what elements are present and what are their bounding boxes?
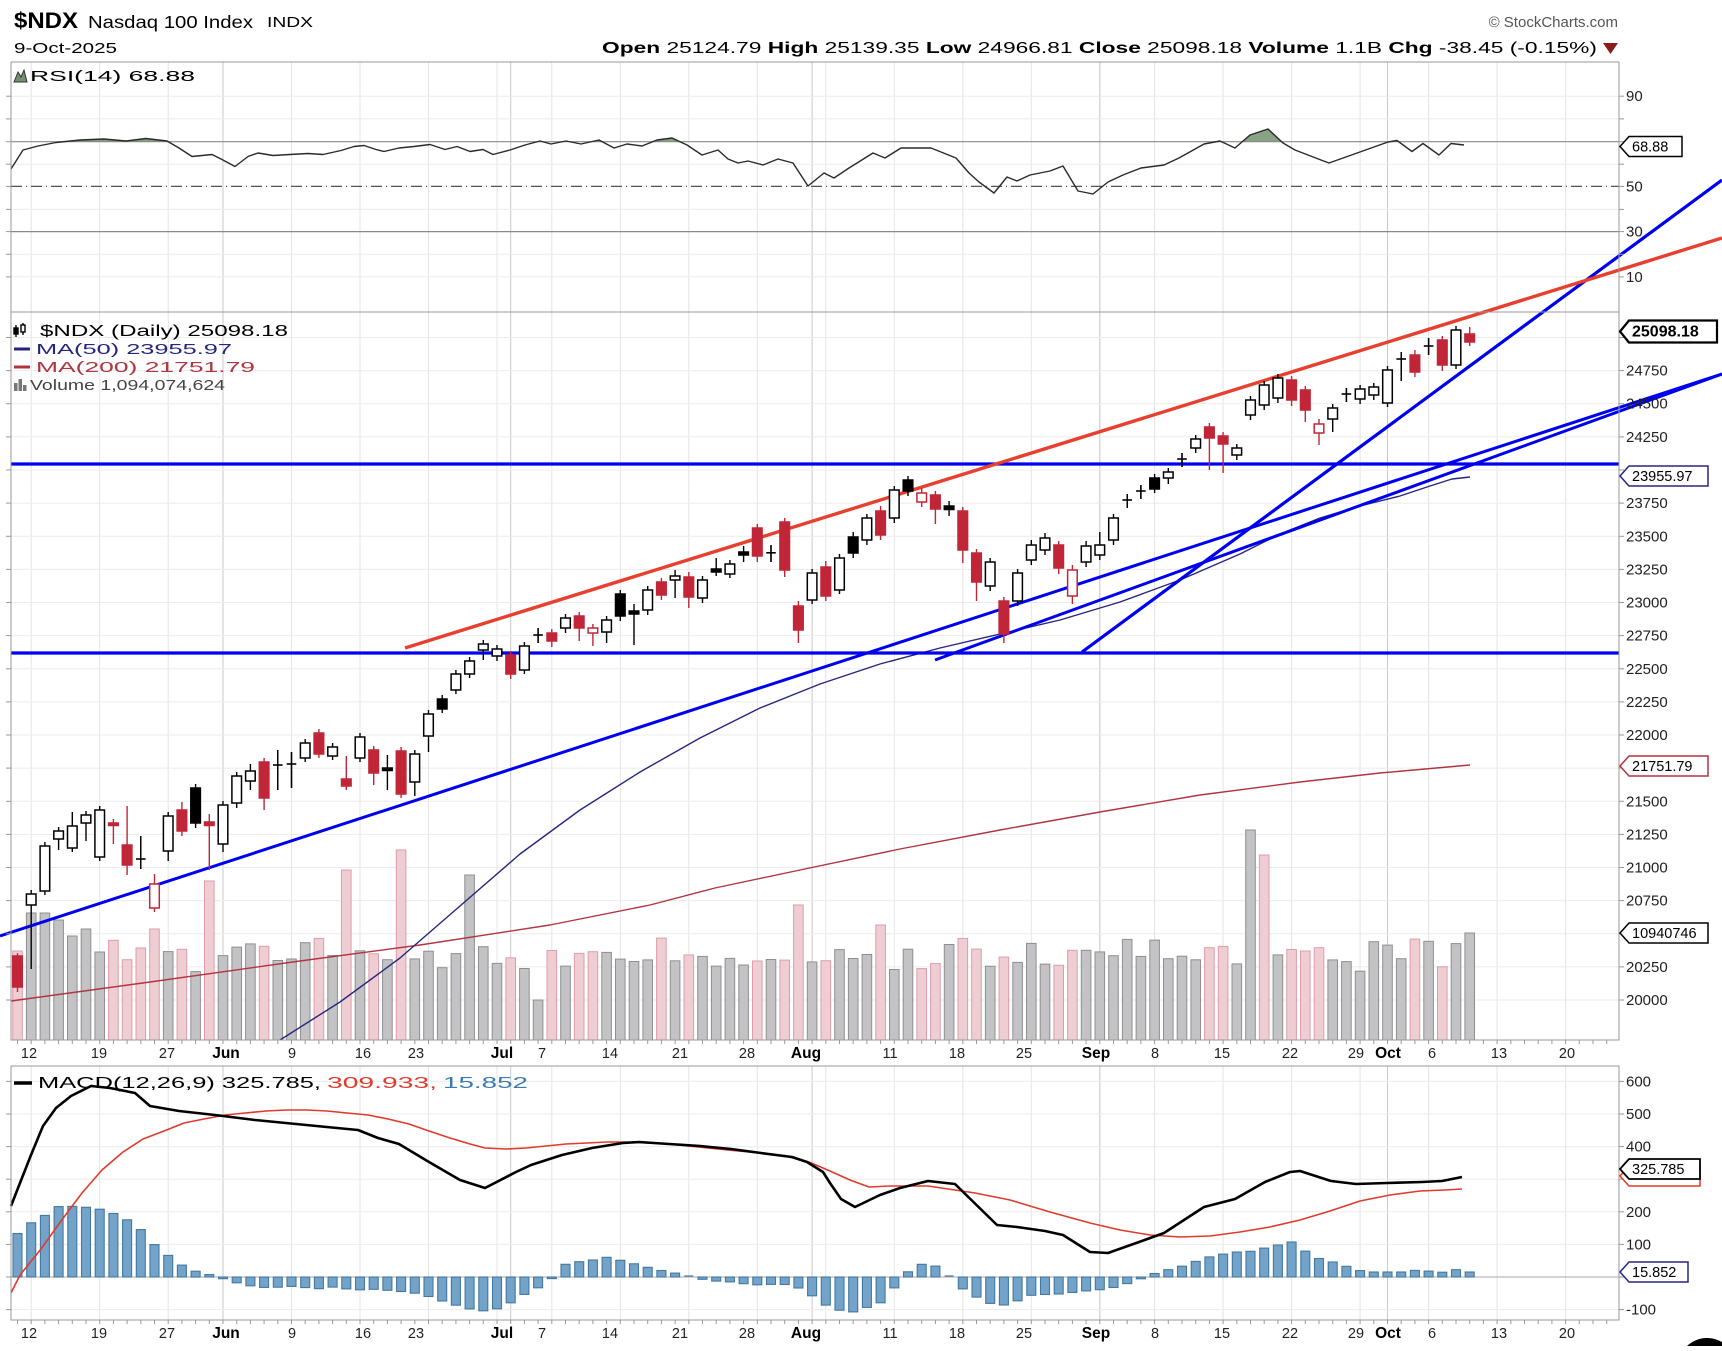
svg-text:11: 11 — [882, 1326, 897, 1342]
svg-text:200: 200 — [1626, 1204, 1651, 1221]
svg-text:Oct: Oct — [1375, 1045, 1401, 1062]
svg-text:Jun: Jun — [212, 1045, 240, 1062]
svg-text:15.852: 15.852 — [1632, 1265, 1676, 1281]
svg-text:24500: 24500 — [1626, 396, 1668, 413]
svg-text:16: 16 — [355, 1046, 371, 1062]
svg-text:15: 15 — [1214, 1326, 1230, 1342]
svg-text:Nasdaq 100 Index: Nasdaq 100 Index — [88, 12, 253, 32]
svg-text:6: 6 — [1428, 1046, 1436, 1062]
svg-text:23000: 23000 — [1626, 595, 1668, 612]
svg-text:28: 28 — [739, 1326, 755, 1342]
svg-text:-100: -100 — [1626, 1302, 1656, 1319]
svg-text:23955.97: 23955.97 — [1632, 469, 1692, 485]
svg-text:MA(200) 21751.79: MA(200) 21751.79 — [36, 360, 255, 376]
svg-text:15: 15 — [1214, 1046, 1230, 1062]
svg-text:21: 21 — [672, 1326, 688, 1342]
svg-text:Volume 1,094,074,624: Volume 1,094,074,624 — [30, 378, 225, 394]
svg-text:22750: 22750 — [1626, 628, 1668, 645]
svg-text:25: 25 — [1016, 1046, 1032, 1062]
svg-text:18: 18 — [949, 1046, 965, 1062]
svg-text:14: 14 — [602, 1046, 618, 1062]
svg-text:14: 14 — [602, 1326, 618, 1342]
svg-text:15.852: 15.852 — [443, 1075, 528, 1092]
svg-text:9-Oct-2025: 9-Oct-2025 — [14, 40, 117, 57]
svg-text:90: 90 — [1626, 88, 1643, 105]
svg-text:22250: 22250 — [1626, 694, 1668, 711]
svg-text:27: 27 — [159, 1326, 175, 1342]
svg-text:27: 27 — [159, 1046, 175, 1062]
svg-text:21500: 21500 — [1626, 793, 1668, 810]
svg-text:20750: 20750 — [1626, 893, 1668, 910]
svg-text:28: 28 — [739, 1046, 755, 1062]
svg-text:21: 21 — [672, 1046, 688, 1062]
svg-text:12: 12 — [21, 1326, 37, 1342]
svg-text:Aug: Aug — [791, 1045, 821, 1062]
svg-text:68.88: 68.88 — [1632, 140, 1668, 156]
svg-text:7: 7 — [538, 1326, 546, 1342]
svg-text:Oct: Oct — [1375, 1325, 1401, 1342]
svg-text:INDX: INDX — [267, 14, 313, 31]
svg-text:309.933,: 309.933, — [327, 1075, 437, 1092]
svg-text:9: 9 — [288, 1326, 296, 1342]
svg-text:22: 22 — [1282, 1046, 1298, 1062]
svg-text:29: 29 — [1348, 1326, 1364, 1342]
svg-text:100: 100 — [1626, 1236, 1651, 1253]
svg-text:24750: 24750 — [1626, 363, 1668, 380]
svg-text:29: 29 — [1348, 1046, 1364, 1062]
svg-text:20000: 20000 — [1626, 992, 1668, 1009]
svg-text:$NDX: $NDX — [14, 8, 78, 33]
svg-text:© StockCharts.com: © StockCharts.com — [1489, 14, 1618, 31]
svg-text:10: 10 — [1626, 269, 1643, 286]
svg-text:22000: 22000 — [1626, 727, 1668, 744]
svg-text:$NDX (Daily) 25098.18: $NDX (Daily) 25098.18 — [40, 323, 288, 340]
svg-text:10940746: 10940746 — [1632, 926, 1697, 942]
svg-text:400: 400 — [1626, 1139, 1651, 1156]
svg-text:23250: 23250 — [1626, 561, 1668, 578]
svg-text:16: 16 — [355, 1326, 371, 1342]
svg-text:25: 25 — [1016, 1326, 1032, 1342]
svg-text:9: 9 — [288, 1046, 296, 1062]
svg-text:325.785: 325.785 — [1632, 1162, 1684, 1178]
svg-text:23: 23 — [408, 1046, 424, 1062]
svg-text:Sep: Sep — [1082, 1045, 1110, 1062]
svg-text:23750: 23750 — [1626, 495, 1668, 512]
svg-text:MACD(12,26,9) 325.785,: MACD(12,26,9) 325.785, — [38, 1075, 321, 1092]
svg-text:18: 18 — [949, 1326, 965, 1342]
svg-text:19: 19 — [91, 1046, 107, 1062]
svg-text:RSI(14) 68.88: RSI(14) 68.88 — [30, 69, 195, 85]
svg-text:7: 7 — [538, 1046, 546, 1062]
svg-text:Sep: Sep — [1082, 1325, 1110, 1342]
svg-text:11: 11 — [882, 1046, 897, 1062]
svg-text:21000: 21000 — [1626, 860, 1668, 877]
svg-text:Aug: Aug — [791, 1325, 821, 1342]
svg-text:Jul: Jul — [491, 1325, 513, 1342]
svg-text:19: 19 — [91, 1326, 107, 1342]
svg-text:20250: 20250 — [1626, 959, 1668, 976]
svg-text:21751.79: 21751.79 — [1632, 759, 1692, 775]
svg-text:8: 8 — [1151, 1046, 1159, 1062]
svg-text:600: 600 — [1626, 1073, 1651, 1090]
svg-text:Open 25124.79 High 25139.35 Lo: Open 25124.79 High 25139.35 Low 24966.81… — [602, 40, 1597, 57]
svg-text:13: 13 — [1491, 1326, 1507, 1342]
svg-text:20: 20 — [1559, 1326, 1575, 1342]
svg-text:Jul: Jul — [491, 1045, 513, 1062]
svg-text:8: 8 — [1151, 1326, 1159, 1342]
svg-text:24250: 24250 — [1626, 429, 1668, 446]
svg-text:12: 12 — [21, 1046, 37, 1062]
svg-text:23: 23 — [408, 1326, 424, 1342]
svg-text:20: 20 — [1559, 1046, 1575, 1062]
svg-text:MA(50) 23955.97: MA(50) 23955.97 — [36, 342, 232, 358]
svg-text:25098.18: 25098.18 — [1632, 324, 1699, 341]
svg-text:13: 13 — [1491, 1046, 1507, 1062]
svg-text:22500: 22500 — [1626, 661, 1668, 678]
svg-text:30: 30 — [1626, 224, 1643, 241]
svg-text:21250: 21250 — [1626, 826, 1668, 843]
svg-text:50: 50 — [1626, 178, 1643, 195]
svg-text:Jun: Jun — [212, 1325, 240, 1342]
svg-text:500: 500 — [1626, 1106, 1651, 1123]
svg-text:23500: 23500 — [1626, 528, 1668, 545]
svg-text:22: 22 — [1282, 1326, 1298, 1342]
svg-text:6: 6 — [1428, 1326, 1436, 1342]
